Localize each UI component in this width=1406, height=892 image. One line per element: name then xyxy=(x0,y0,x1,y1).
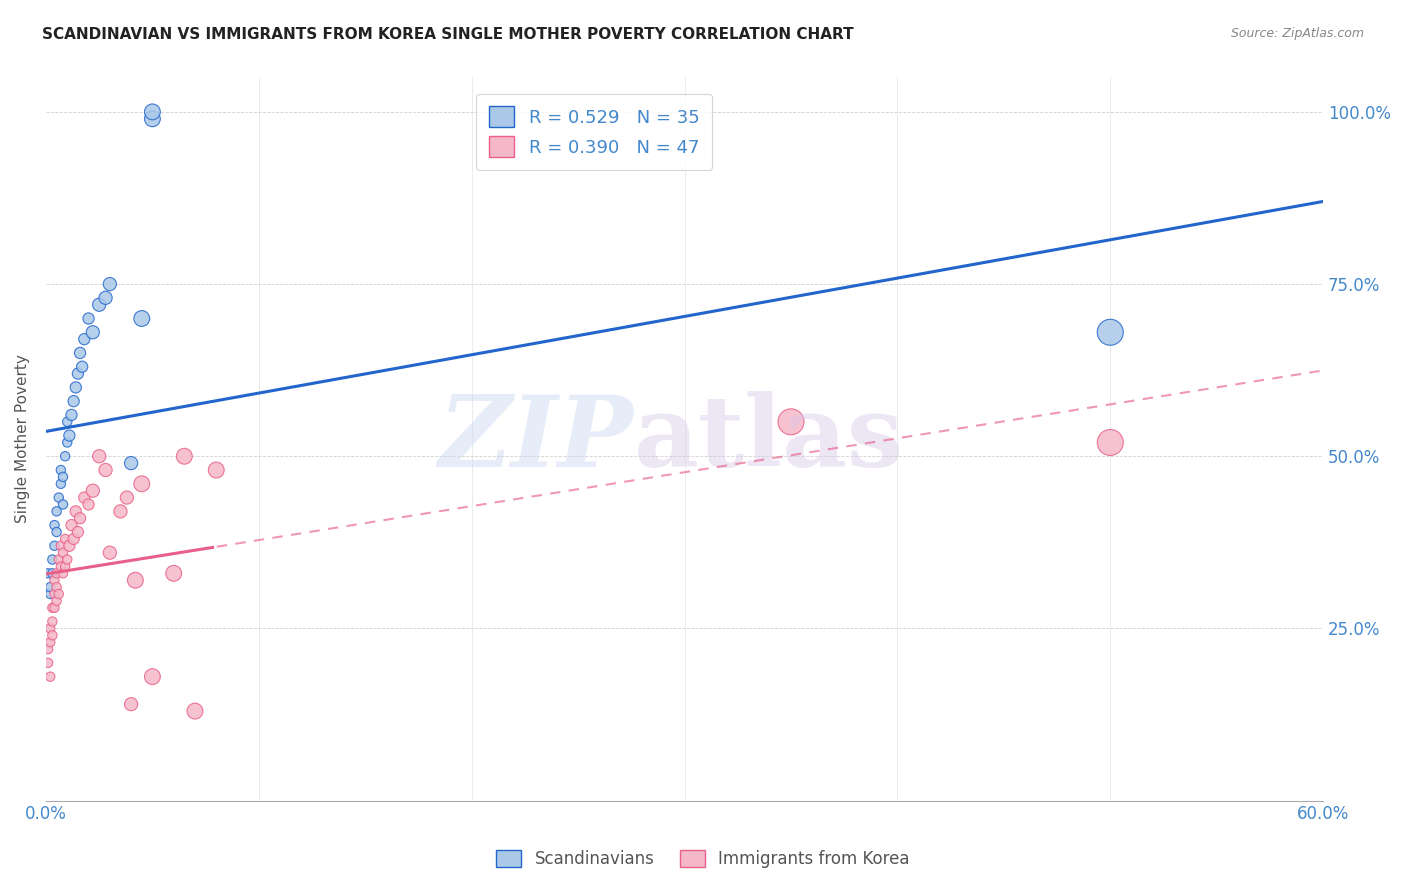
Point xyxy=(77,311,100,326)
Y-axis label: Single Mother Poverty: Single Mother Poverty xyxy=(15,355,30,524)
Point xyxy=(41,552,63,566)
Point xyxy=(48,491,70,505)
Point xyxy=(37,656,59,670)
Point xyxy=(45,504,67,518)
Point xyxy=(37,566,59,581)
Point xyxy=(52,498,75,512)
Point xyxy=(94,463,117,477)
Point xyxy=(56,552,79,566)
Point xyxy=(48,552,70,566)
Point xyxy=(56,435,79,450)
Point xyxy=(124,573,146,587)
Point xyxy=(44,600,66,615)
Point xyxy=(69,511,91,525)
Point xyxy=(39,622,62,636)
Point xyxy=(53,559,76,574)
Point xyxy=(780,415,803,429)
Point xyxy=(44,518,66,533)
Point xyxy=(52,546,75,560)
Point xyxy=(115,491,138,505)
Point xyxy=(1099,326,1122,340)
Point xyxy=(60,408,83,422)
Point xyxy=(73,491,96,505)
Point xyxy=(49,476,72,491)
Point xyxy=(44,539,66,553)
Point xyxy=(41,566,63,581)
Text: ZIP: ZIP xyxy=(439,391,634,487)
Point xyxy=(131,476,153,491)
Point xyxy=(49,539,72,553)
Point xyxy=(37,642,59,657)
Point xyxy=(45,580,67,594)
Text: atlas: atlas xyxy=(634,391,904,488)
Point xyxy=(69,346,91,360)
Point xyxy=(62,394,84,409)
Point xyxy=(45,524,67,539)
Point xyxy=(65,380,87,394)
Legend: R = 0.529   N = 35, R = 0.390   N = 47: R = 0.529 N = 35, R = 0.390 N = 47 xyxy=(477,94,713,169)
Point xyxy=(53,532,76,546)
Point xyxy=(70,359,93,374)
Point xyxy=(141,112,163,126)
Point xyxy=(131,311,153,326)
Point xyxy=(89,449,111,463)
Point xyxy=(44,587,66,601)
Point xyxy=(60,518,83,533)
Point xyxy=(82,326,104,340)
Point xyxy=(98,546,121,560)
Point xyxy=(141,104,163,119)
Point xyxy=(66,524,89,539)
Point xyxy=(82,483,104,498)
Point xyxy=(120,456,142,470)
Text: SCANDINAVIAN VS IMMIGRANTS FROM KOREA SINGLE MOTHER POVERTY CORRELATION CHART: SCANDINAVIAN VS IMMIGRANTS FROM KOREA SI… xyxy=(42,27,853,42)
Point xyxy=(39,670,62,684)
Point xyxy=(89,298,111,312)
Point xyxy=(173,449,195,463)
Point xyxy=(56,415,79,429)
Point xyxy=(141,670,163,684)
Point xyxy=(53,449,76,463)
Point xyxy=(163,566,186,581)
Point xyxy=(41,615,63,629)
Point xyxy=(52,566,75,581)
Point xyxy=(77,498,100,512)
Point xyxy=(41,600,63,615)
Point xyxy=(39,587,62,601)
Point xyxy=(58,428,80,442)
Point xyxy=(65,504,87,518)
Point xyxy=(44,573,66,587)
Text: Source: ZipAtlas.com: Source: ZipAtlas.com xyxy=(1230,27,1364,40)
Point xyxy=(62,532,84,546)
Point xyxy=(184,704,207,718)
Point xyxy=(98,277,121,291)
Point xyxy=(39,580,62,594)
Point xyxy=(45,566,67,581)
Point xyxy=(1099,435,1122,450)
Point xyxy=(73,332,96,346)
Point xyxy=(41,628,63,642)
Point xyxy=(205,463,228,477)
Point xyxy=(52,470,75,484)
Point xyxy=(58,539,80,553)
Point xyxy=(94,291,117,305)
Point xyxy=(45,594,67,608)
Point xyxy=(49,463,72,477)
Point xyxy=(49,559,72,574)
Point xyxy=(120,697,142,711)
Point xyxy=(66,367,89,381)
Point xyxy=(39,635,62,649)
Legend: Scandinavians, Immigrants from Korea: Scandinavians, Immigrants from Korea xyxy=(489,843,917,875)
Point xyxy=(110,504,132,518)
Point xyxy=(48,587,70,601)
